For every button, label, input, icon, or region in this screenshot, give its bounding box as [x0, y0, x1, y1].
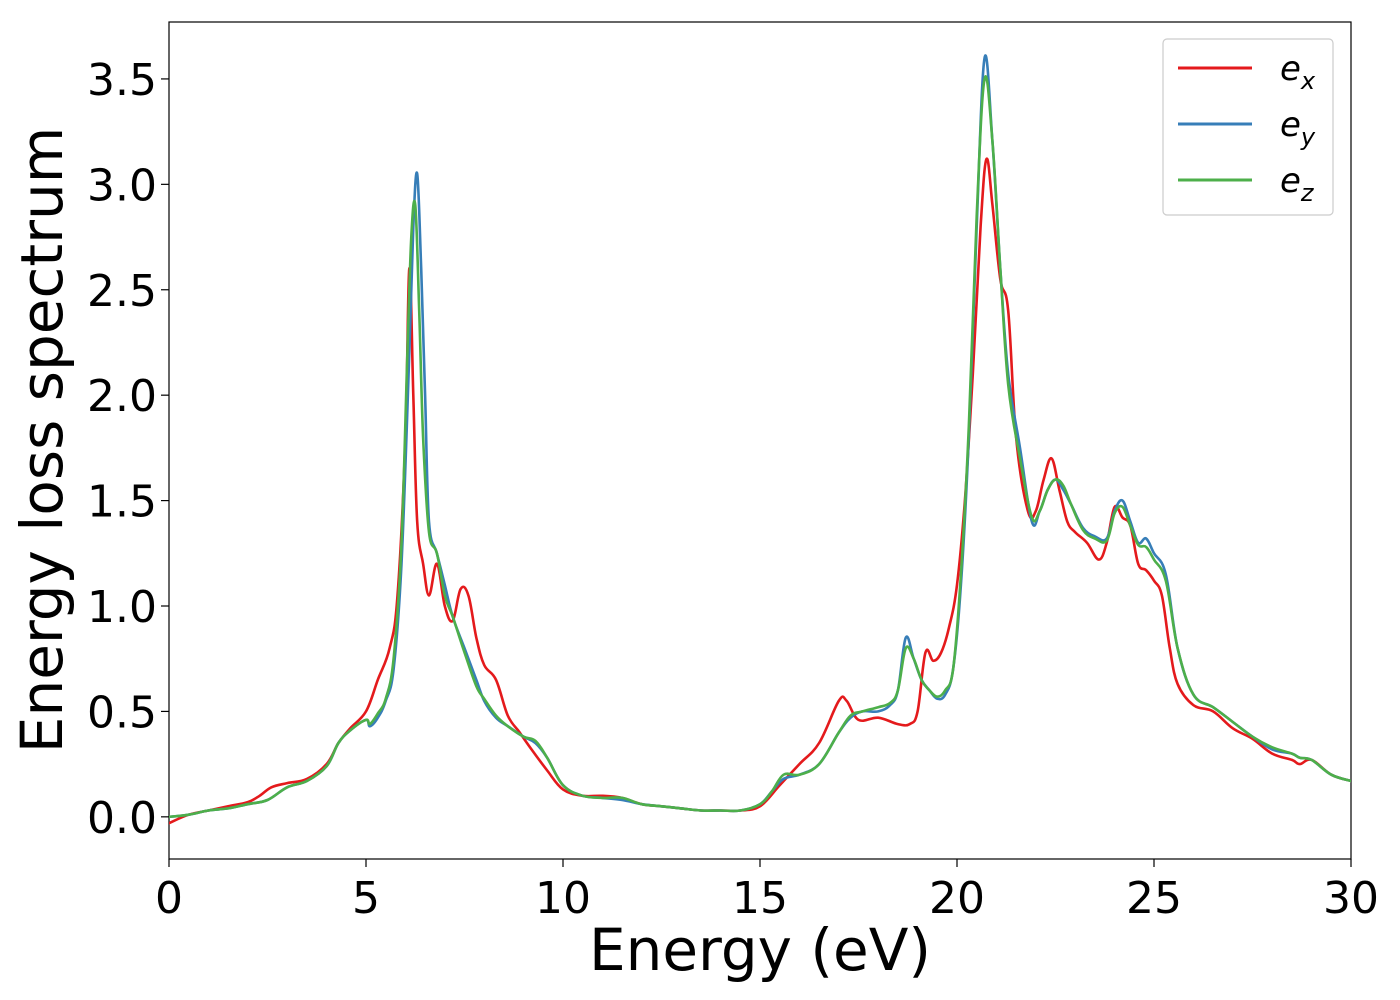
- y-tick-label: 0.5: [87, 687, 157, 738]
- x-axis-title: Energy (eV): [589, 916, 931, 984]
- y-tick-label: 3.0: [87, 160, 157, 211]
- y-axis: 0.0 0.5 1.0 1.5 2.0 2.5 3.0 3.5: [87, 55, 169, 844]
- y-tick-label: 0.0: [87, 793, 157, 844]
- legend: ex ey ez: [1162, 38, 1334, 216]
- legend-label-y: ey: [1280, 105, 1316, 151]
- y-tick-label: 2.0: [87, 371, 157, 422]
- series-lines: [169, 54, 1351, 825]
- legend-label-z: ez: [1280, 161, 1315, 207]
- y-tick-label: 1.5: [87, 477, 157, 528]
- legend-label-x: ex: [1280, 49, 1316, 95]
- y-tick-label: 3.5: [87, 55, 157, 106]
- x-tick-label: 5: [352, 873, 380, 924]
- x-tick-label: 0: [155, 873, 183, 924]
- legend-box: [1162, 38, 1334, 216]
- x-tick-label: 15: [732, 873, 788, 924]
- y-tick-label: 2.5: [87, 266, 157, 317]
- y-tick-label: 1.0: [87, 582, 157, 633]
- y-axis-title: Energy loss spectrum: [8, 127, 76, 753]
- x-tick-label: 10: [535, 873, 591, 924]
- x-tick-label: 25: [1126, 873, 1182, 924]
- series-line-z: [169, 75, 1351, 819]
- x-tick-label: 20: [929, 873, 985, 924]
- x-axis: 0 5 10 15 20 25 30: [155, 859, 1379, 924]
- x-tick-label: 30: [1323, 873, 1379, 924]
